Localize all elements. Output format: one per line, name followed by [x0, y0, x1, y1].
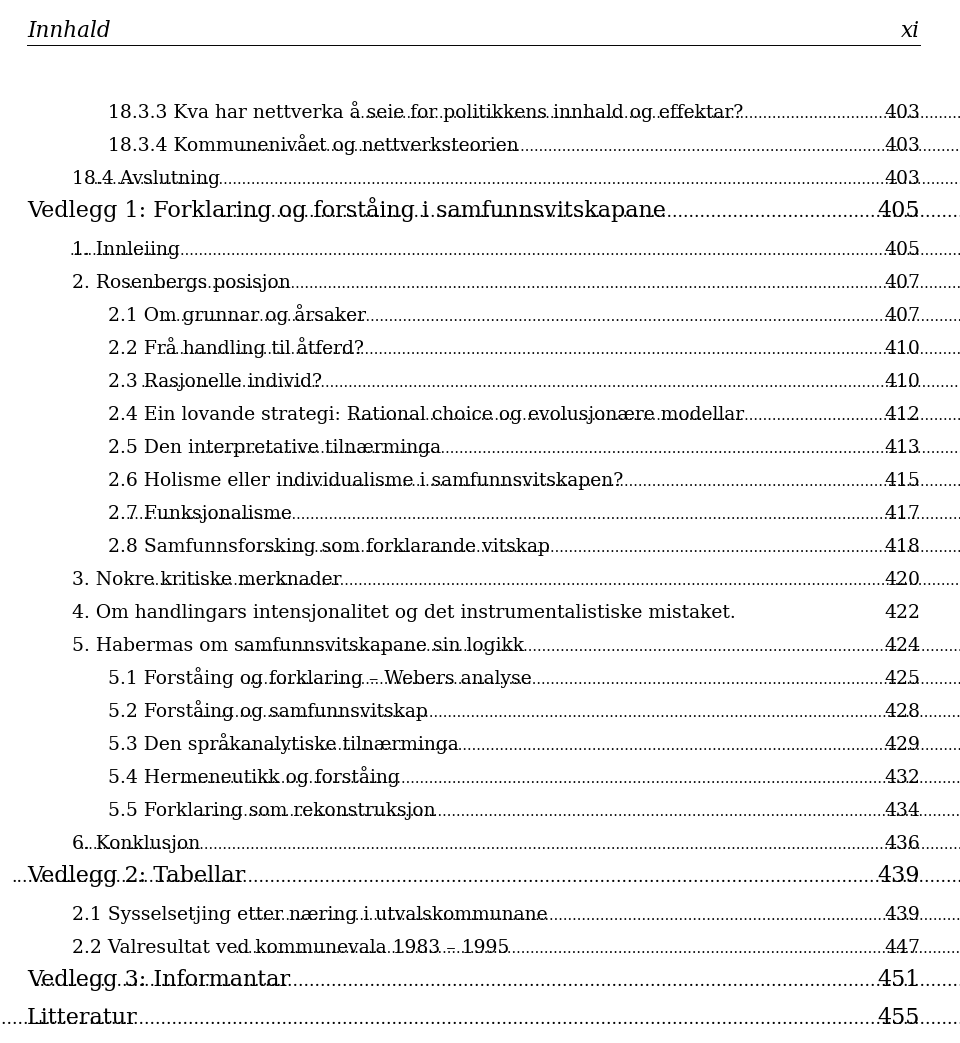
Text: 428: 428: [884, 703, 920, 721]
Text: 2. Rosenbergs posisjon: 2. Rosenbergs posisjon: [72, 274, 291, 292]
Text: 1. Innleiing: 1. Innleiing: [72, 241, 180, 259]
Text: 425: 425: [884, 670, 920, 688]
Text: ................................................................................: ........................................…: [253, 909, 960, 923]
Text: ................................................................................: ........................................…: [291, 475, 960, 489]
Text: Litteratur: Litteratur: [27, 1006, 137, 1029]
Text: 429: 429: [884, 736, 920, 754]
Text: ................................................................................: ........................................…: [89, 173, 960, 187]
Text: ................................................................................: ........................................…: [209, 739, 960, 753]
Text: 2.1 Sysselsetjing etter næring i utvalskommunane: 2.1 Sysselsetjing etter næring i utvalsk…: [72, 906, 547, 924]
Text: 418: 418: [884, 538, 920, 556]
Text: ................................................................................: ........................................…: [351, 107, 960, 121]
Text: ................................................................................: ........................................…: [201, 442, 960, 456]
Text: 436: 436: [884, 835, 920, 853]
Text: 18.4 Avslutning: 18.4 Avslutning: [72, 170, 220, 188]
Text: 2.7 Funksjonalisme: 2.7 Funksjonalisme: [108, 505, 292, 523]
Text: 439: 439: [877, 865, 920, 887]
Text: 18.3.4 Kommunenivået og nettverksteorien: 18.3.4 Kommunenivået og nettverksteorien: [108, 135, 518, 155]
Text: 413: 413: [884, 439, 920, 457]
Text: 407: 407: [884, 274, 920, 292]
Text: 424: 424: [884, 637, 920, 655]
Text: 5.2 Forståing og samfunnsvitskap: 5.2 Forståing og samfunnsvitskap: [108, 700, 428, 721]
Text: ................................................................................: ........................................…: [12, 869, 960, 886]
Text: 422: 422: [884, 604, 920, 622]
Text: ................................................................................: ........................................…: [180, 772, 960, 786]
Text: Vedlegg 1: Forklaring og forståing i samfunnsvitskapane: Vedlegg 1: Forklaring og forståing i sam…: [27, 197, 666, 222]
Text: 2.8 Samfunnsforsking som forklarande vitskap: 2.8 Samfunnsforsking som forklarande vit…: [108, 538, 550, 556]
Text: 405: 405: [877, 200, 920, 222]
Text: ................................................................................: ........................................…: [34, 973, 960, 990]
Text: ................................................................................: ........................................…: [254, 541, 960, 555]
Text: ................................................................................: ........................................…: [80, 838, 960, 852]
Text: ................................................................................: ........................................…: [161, 343, 960, 357]
Text: 417: 417: [884, 505, 920, 523]
Text: 2.6 Holisme eller individualisme i samfunnsvitskapen?: 2.6 Holisme eller individualisme i samfu…: [108, 472, 623, 490]
Text: 2.4 Ein lovande strategi: Rational choice og evolusjonære modellar: 2.4 Ein lovande strategi: Rational choic…: [108, 406, 744, 425]
Text: 2.1 Om grunnar og årsaker: 2.1 Om grunnar og årsaker: [108, 305, 366, 325]
Text: 2.5 Den interpretative tilnærminga: 2.5 Den interpretative tilnærminga: [108, 439, 442, 457]
Text: 3. Nokre kritiske merknader: 3. Nokre kritiske merknader: [72, 571, 342, 589]
Text: 451: 451: [877, 969, 920, 991]
Text: ................................................................................: ........................................…: [140, 375, 960, 390]
Text: ................................................................................: ........................................…: [222, 204, 960, 221]
Text: ................................................................................: ........................................…: [193, 706, 960, 720]
Text: ................................................................................: ........................................…: [0, 1011, 960, 1028]
Text: ................................................................................: ........................................…: [69, 244, 960, 258]
Text: 2.2 Valresultat ved kommunevala 1983 – 1995: 2.2 Valresultat ved kommunevala 1983 – 1…: [72, 939, 510, 957]
Text: ................................................................................: ........................................…: [162, 310, 960, 324]
Text: ................................................................................: ........................................…: [198, 805, 960, 819]
Text: 405: 405: [884, 241, 920, 259]
Text: Vedlegg 3: Informantar: Vedlegg 3: Informantar: [27, 969, 290, 991]
Text: ................................................................................: ........................................…: [126, 508, 960, 522]
Text: 5.1 Forståing og forklaring – Webers analyse: 5.1 Forståing og forklaring – Webers ana…: [108, 668, 532, 688]
Text: 415: 415: [884, 472, 920, 490]
Text: 434: 434: [884, 802, 920, 820]
Text: 403: 403: [884, 104, 920, 122]
Text: 447: 447: [884, 939, 920, 957]
Text: 5.4 Hermeneutikk og forståing: 5.4 Hermeneutikk og forståing: [108, 766, 399, 787]
Text: 407: 407: [884, 307, 920, 325]
Text: 403: 403: [884, 170, 920, 188]
Text: 410: 410: [884, 373, 920, 391]
Text: 420: 420: [884, 571, 920, 589]
Text: 403: 403: [884, 137, 920, 155]
Text: 432: 432: [884, 769, 920, 787]
Text: 2.3 Rasjonelle individ?: 2.3 Rasjonelle individ?: [108, 373, 322, 391]
Text: ................................................................................: ........................................…: [242, 640, 960, 654]
Text: 439: 439: [884, 906, 920, 924]
Text: xi: xi: [901, 20, 920, 42]
Text: ................................................................................: ........................................…: [246, 673, 960, 687]
Text: 412: 412: [884, 406, 920, 425]
Text: ................................................................................: ........................................…: [234, 942, 960, 956]
Text: 2.2 Frå handling til åtferd?: 2.2 Frå handling til åtferd?: [108, 337, 364, 358]
Text: 5.3 Den språkanalytiske tilnærminga: 5.3 Den språkanalytiske tilnærminga: [108, 733, 459, 754]
Text: ................................................................................: ........................................…: [351, 409, 960, 423]
Text: 455: 455: [877, 1006, 920, 1029]
Text: Vedlegg 2: Tabellar: Vedlegg 2: Tabellar: [27, 865, 245, 887]
Text: 4. Om handlingars intensjonalitet og det instrumentalistiske mistaket.: 4. Om handlingars intensjonalitet og det…: [72, 604, 735, 622]
Text: 18.3.3 Kva har nettverka å seie for politikkens innhald og effektar?: 18.3.3 Kva har nettverka å seie for poli…: [108, 101, 743, 122]
Text: Innhald: Innhald: [27, 20, 110, 42]
Text: 6. Konklusjon: 6. Konklusjon: [72, 835, 201, 853]
Text: 5.5 Forklaring som rekonstruksjon: 5.5 Forklaring som rekonstruksjon: [108, 802, 436, 820]
Text: ................................................................................: ........................................…: [239, 140, 960, 154]
Text: 5. Habermas om samfunnsvitskapane sin logikk: 5. Habermas om samfunnsvitskapane sin lo…: [72, 637, 524, 655]
Text: ................................................................................: ........................................…: [125, 277, 960, 291]
Text: ................................................................................: ........................................…: [151, 574, 960, 588]
Text: 410: 410: [884, 340, 920, 358]
